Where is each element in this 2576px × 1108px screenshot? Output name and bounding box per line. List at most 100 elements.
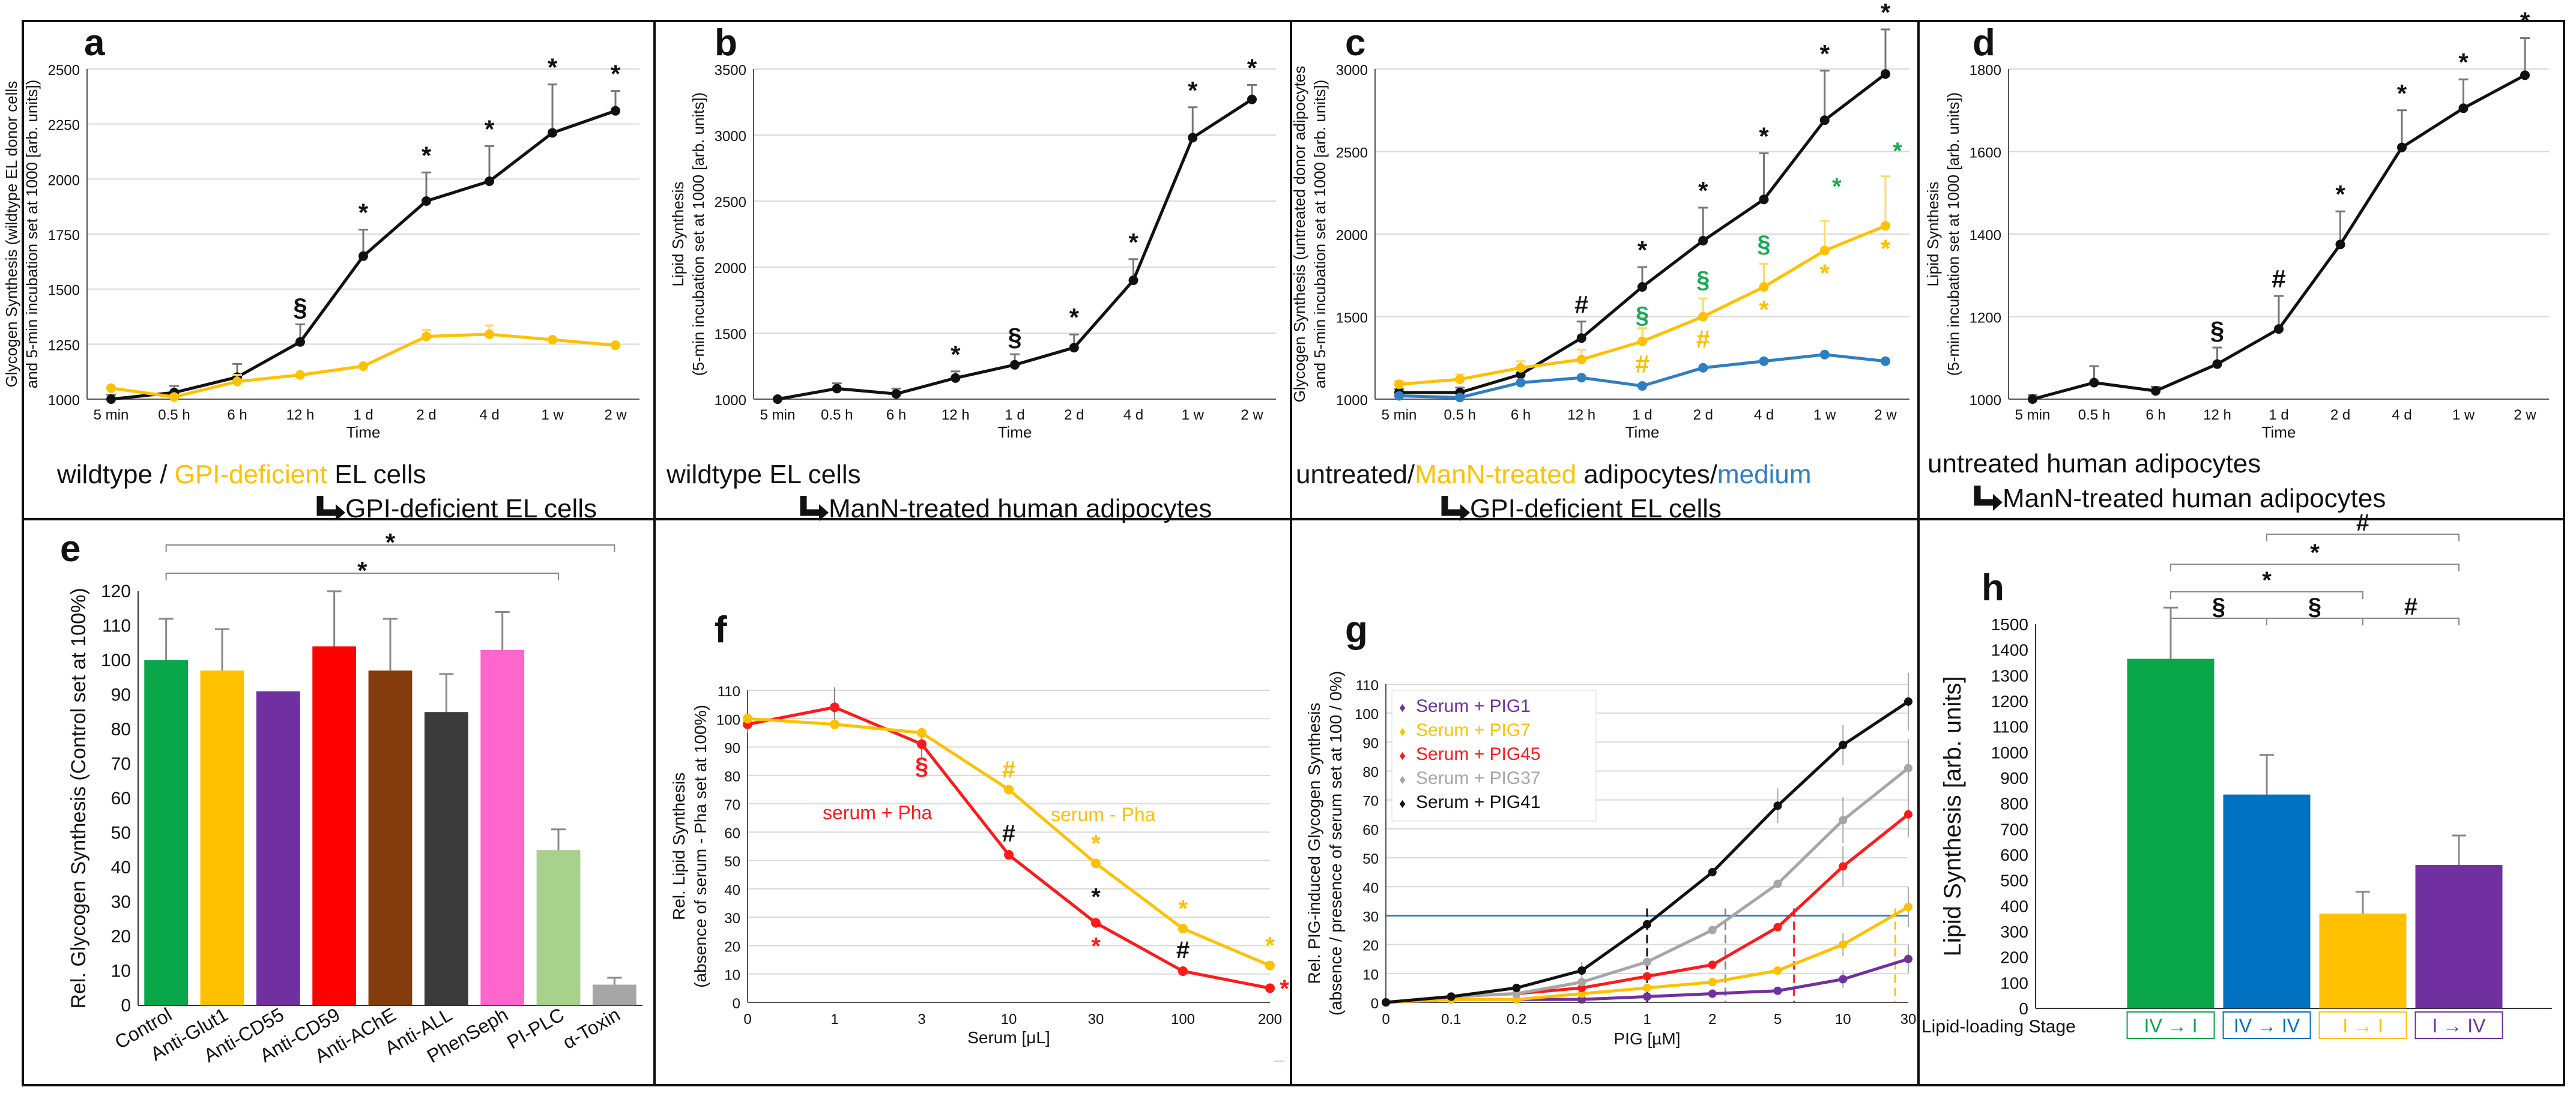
legend-entry: Serum + PIG37 — [1416, 768, 1541, 788]
series-line-mann-treated — [2032, 74, 2526, 401]
legend-entry: Serum + PIG45 — [1416, 744, 1541, 764]
data-point — [1773, 923, 1782, 932]
panel-frame — [22, 20, 656, 520]
y-tick-label: 100 — [101, 651, 131, 670]
data-point — [358, 361, 368, 371]
data-point — [1512, 983, 1521, 992]
x-tick-label: 0 — [743, 1011, 751, 1028]
x-tick-label: 2 d — [1064, 407, 1084, 423]
data-point — [1069, 343, 1079, 353]
y-tick-label: 20 — [1362, 938, 1379, 954]
panel-f: f 0 10 20 30 40 50 60 70 80 90 100 110 0 1 3 10 30 100 200 S… — [670, 609, 1289, 1066]
caption-part: medium — [1717, 460, 1812, 489]
data-point — [232, 376, 242, 387]
series-label-minus: serum - Pha — [1051, 804, 1155, 825]
data-point — [1904, 763, 1912, 772]
y-tick-label: 2250 — [48, 118, 80, 134]
y-tick-label: 3500 — [715, 62, 746, 79]
data-point — [1773, 801, 1782, 810]
data-point — [743, 714, 752, 724]
y-tick-label: 120 — [101, 582, 131, 601]
bar-anti-cd59 — [312, 646, 357, 1005]
x-tick-label: 12 h — [1567, 407, 1595, 423]
x-tick-label: 1 w — [541, 407, 564, 423]
y-axis-label: Rel. PIG-induced Glycogen Synthesis — [1305, 703, 1323, 984]
data-point — [1516, 369, 1526, 379]
stage-box — [2222, 1011, 2311, 1039]
bar-phenseph — [480, 649, 525, 1005]
caption-part: GPI-deficient EL cells — [345, 494, 597, 523]
y-tick-label: 90 — [111, 685, 131, 705]
data-point — [1577, 983, 1586, 992]
data-point — [1708, 978, 1717, 987]
significance-mark: § — [2308, 594, 2321, 620]
data-point — [2520, 70, 2530, 80]
y-tick-label: 1000 — [1336, 393, 1368, 409]
caption-part: wildtype EL cells — [666, 460, 861, 489]
caption-arrow — [1441, 496, 1463, 516]
x-tick-label: 1 w — [1813, 407, 1836, 423]
data-point — [1512, 989, 1521, 998]
y-tick-label: 1300 — [1991, 666, 2028, 685]
data-point — [1394, 391, 1404, 401]
x-axis-label: Serum [μL] — [967, 1028, 1050, 1047]
y-tick-label: 300 — [2000, 923, 2028, 941]
data-point — [1698, 363, 1708, 373]
significance-bracket — [2266, 534, 2460, 541]
x-tick-label: 0 — [1382, 1011, 1389, 1028]
significance-mark: # — [1002, 820, 1015, 847]
panel-frame — [653, 518, 1292, 1086]
data-point — [1643, 983, 1651, 992]
x-tick-label: 0.5 h — [821, 407, 853, 423]
panel-a: a 1000 1250 1500 1750 2000 2250 2500 5 min 0.5 h 6… — [2, 22, 639, 523]
data-point — [2028, 394, 2037, 404]
data-point — [1247, 94, 1257, 104]
significance-mark: * — [1759, 295, 1769, 324]
bar-stage-2 — [2223, 794, 2311, 1008]
x-tick-label: 12 h — [942, 407, 970, 423]
x-tick-label: 0.5 h — [2078, 407, 2110, 423]
bar-pi-plc — [536, 850, 581, 1005]
x-tick-label: 1 d — [1005, 407, 1024, 423]
data-point — [2458, 103, 2469, 113]
y-tick-label: 1200 — [1991, 692, 2028, 711]
x-tick-label: 1 d — [1632, 407, 1652, 423]
y-tick-label: 2000 — [715, 260, 746, 277]
significance-mark: * — [2310, 540, 2320, 566]
y-tick-label: 1000 — [715, 393, 746, 409]
x-tick-label: 4 d — [1123, 407, 1143, 423]
significance-mark: * — [1128, 228, 1138, 256]
significance-mark: § — [915, 753, 928, 780]
caption-part: wildtype / — [56, 460, 175, 489]
x-tick-label: 0.5 h — [158, 407, 190, 423]
x-axis-label: Time — [2262, 423, 2296, 441]
y-tick-label: 800 — [2000, 795, 2028, 813]
panel-d: d 1000 1200 1400 1600 1800 5 min 0.5 h 6 h 12 h 1 … — [1924, 7, 2549, 513]
bar-anti-ache — [368, 670, 413, 1005]
data-point — [485, 329, 494, 339]
y-tick-label: 1800 — [1970, 62, 2001, 79]
significance-mark: § — [293, 293, 307, 321]
data-point — [891, 389, 901, 399]
bar-stage-4 — [2415, 865, 2503, 1008]
series-label-plus: serum + Pha — [823, 802, 933, 823]
y-axis-label: Rel. Lipid Synthesis — [670, 772, 688, 920]
significance-mark: * — [1881, 234, 1891, 262]
panel-e: e 0 10 20 30 40 50 60 70 80 90 100 110 120 Rel. Glycog… — [60, 528, 642, 1067]
y-tick-label: 20 — [111, 927, 131, 947]
y-tick-label: 80 — [111, 720, 131, 739]
data-point — [1577, 989, 1586, 998]
data-point — [1128, 275, 1138, 285]
stage-label: I → IV — [2432, 1015, 2487, 1037]
significance-mark: * — [1069, 303, 1080, 331]
panel-b: b 1000 1500 2000 2500 3000 3500 5 min 0.5 h 6 h 12… — [666, 22, 1276, 523]
significance-mark: * — [1698, 176, 1708, 205]
x-tick-label: 30 — [1088, 1011, 1104, 1028]
y-tick-label: 1500 — [1336, 310, 1368, 327]
data-point — [1447, 992, 1456, 1001]
data-point — [1178, 966, 1188, 976]
caption-line: untreated/ManN-treated adipocytes/medium — [1296, 460, 1811, 489]
significance-mark: # — [1696, 325, 1710, 354]
y-tick-label: 90 — [724, 741, 740, 757]
data-point — [1881, 356, 1890, 366]
